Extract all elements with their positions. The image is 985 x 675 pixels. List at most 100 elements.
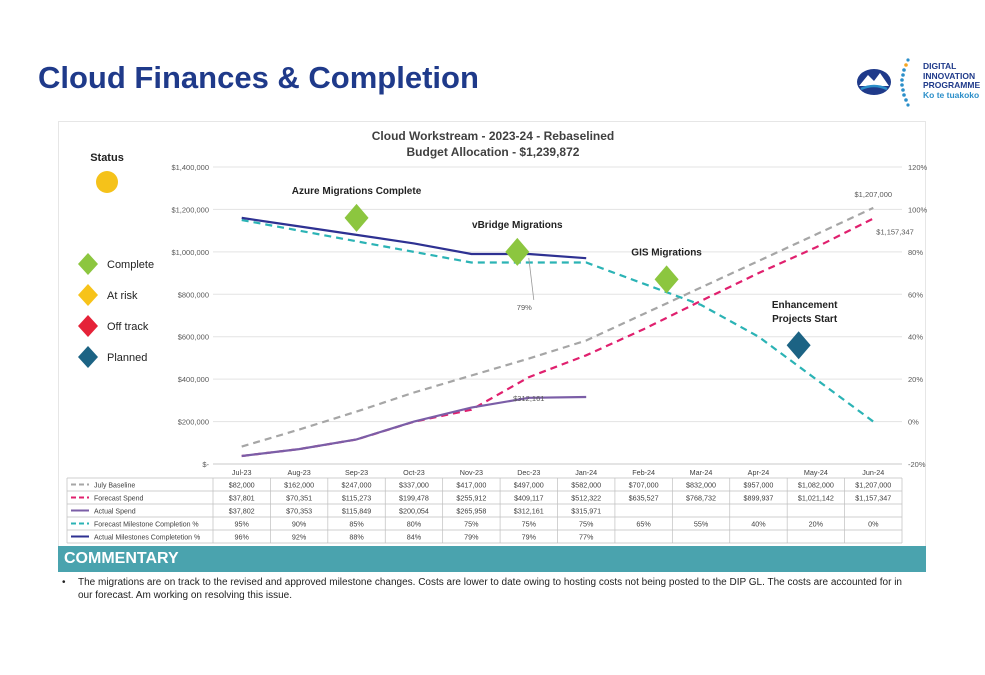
logo-text: DIGITAL INNOVATION PROGRAMME Ko te tuako…: [923, 61, 981, 100]
table-cell: $635,527: [629, 494, 659, 503]
x-tick-label: Oct-23: [403, 468, 425, 477]
table-cell: $37,801: [229, 494, 255, 503]
legend-planned-label: Planned: [107, 352, 147, 364]
table-cell: $768,732: [686, 494, 716, 503]
table-cell: 84%: [407, 533, 422, 542]
milestone-label: vBridge Migrations: [472, 220, 563, 231]
programme-logo: DIGITAL INNOVATION PROGRAMME Ko te tuako…: [856, 56, 984, 112]
y-left-tick-label: $1,000,000: [171, 248, 209, 257]
table-cell: $200,054: [399, 507, 429, 516]
y-right-tick-label: -20%: [908, 460, 926, 469]
table-cell: 75%: [464, 520, 479, 529]
chart-subtitle: Budget Allocation - $1,239,872: [407, 145, 580, 159]
table-row-header: Forecast Spend: [94, 496, 144, 503]
table-cell: $70,351: [286, 494, 312, 503]
legend-at-risk-diamond-icon: [78, 284, 98, 306]
commentary-body: The migrations are on track to the revis…: [78, 577, 902, 601]
y-right-tick-label: 100%: [908, 205, 927, 214]
y-right-tick-label: 0%: [908, 418, 919, 427]
milestone-label: Enhancement: [772, 300, 838, 311]
milestone-diamond-icon: [654, 265, 679, 294]
chart-milestones: Azure Migrations Complete vBridge Migrati…: [292, 186, 838, 360]
table-cell: $957,000: [743, 481, 773, 490]
table-cell: $115,849: [342, 507, 371, 516]
legend-planned-diamond-icon: [78, 346, 98, 368]
chart-axes: $- -20% $200,000 0% $400,000 20% $600,000 40% $8…: [171, 163, 927, 469]
table-row-header: Actual Milestones Completetion %: [94, 535, 200, 542]
data-label: $1,157,347: [876, 227, 914, 236]
table-cell: 20%: [809, 520, 824, 529]
table-cell: $707,000: [629, 481, 659, 490]
series-line-1: [241, 217, 874, 458]
table-cell: $409,117: [514, 494, 543, 503]
y-left-tick-label: $-: [202, 460, 209, 469]
milestone-label: Projects Start: [772, 314, 838, 325]
series-line-4: [241, 216, 587, 260]
x-tick-label: Jun-24: [862, 468, 884, 477]
table-cell: 95%: [235, 520, 250, 529]
chart-data-labels: $1,207,000 $1,157,347 $312,161 79%: [513, 190, 914, 403]
table-cell: $497,000: [514, 481, 544, 490]
chart-data-table: Jul-23 Aug-23 Sep-23 Oct-23 Nov-23 Dec-23 Jan-…: [66, 468, 903, 544]
table-cell: $1,207,000: [855, 481, 891, 490]
table-cell: $1,157,347: [855, 494, 891, 503]
table-cell: 79%: [522, 533, 537, 542]
table-cell: $265,958: [456, 507, 486, 516]
y-right-tick-label: 40%: [908, 333, 923, 342]
table-cell: $255,912: [456, 494, 486, 503]
table-cell: $115,273: [342, 494, 371, 503]
table-cell: $70,353: [286, 507, 312, 516]
x-tick-label: May-24: [804, 468, 828, 477]
data-label: 79%: [517, 303, 532, 312]
table-cell: 80%: [407, 520, 422, 529]
table-cell: $82,000: [229, 481, 255, 490]
x-tick-label: Nov-23: [460, 468, 483, 477]
workstream-chart: Cloud Workstream - 2023-24 - Rebaselined…: [66, 129, 928, 544]
table-cell: 96%: [235, 533, 250, 542]
table-cell: $37,802: [229, 507, 255, 516]
legend-off-track-diamond-icon: [78, 315, 98, 337]
y-left-tick-label: $800,000: [178, 290, 209, 299]
x-tick-label: Feb-24: [632, 468, 655, 477]
legend-off-track-label: Off track: [107, 321, 149, 333]
table-cell: 65%: [636, 520, 651, 529]
table-row-header: July Baseline: [94, 483, 135, 490]
table-cell: 75%: [579, 520, 594, 529]
table-cell: $1,082,000: [798, 481, 834, 490]
table-cell: 85%: [349, 520, 364, 529]
data-label: $312,161: [513, 394, 544, 403]
chart-series: [241, 206, 874, 458]
table-row-header: Forecast Milestone Completion %: [94, 522, 199, 529]
chart-panel: Cloud Workstream - 2023-24 - Rebaselined…: [58, 121, 928, 548]
table-cell: $417,000: [456, 481, 486, 490]
table-cell: $199,478: [399, 494, 429, 503]
table-cell: $899,937: [743, 494, 773, 503]
table-cell: 77%: [579, 533, 594, 542]
commentary-text: • The migrations are on track to the rev…: [62, 576, 907, 602]
table-cell: $247,000: [342, 481, 372, 490]
table-cell: 92%: [292, 533, 307, 542]
milestone-diamond-icon: [505, 237, 530, 266]
logo-mark-icon: [857, 58, 910, 107]
y-left-tick-label: $400,000: [178, 375, 209, 384]
commentary-title: COMMENTARY: [64, 550, 179, 567]
x-tick-label: Apr-24: [748, 468, 770, 477]
table-cell: $337,000: [399, 481, 429, 490]
commentary-header: COMMENTARY: [58, 546, 926, 572]
table-cell: 79%: [464, 533, 479, 542]
y-left-tick-label: $600,000: [178, 333, 209, 342]
milestone-diamond-icon: [344, 203, 369, 232]
table-cell: 75%: [522, 520, 537, 529]
legend-complete-diamond-icon: [78, 253, 98, 275]
milestone-label: GIS Migrations: [631, 247, 702, 258]
y-right-tick-label: 80%: [908, 248, 923, 257]
series-line-2: [241, 395, 587, 458]
table-cell: 88%: [349, 533, 364, 542]
table-cell: $1,021,142: [798, 494, 834, 503]
x-tick-label: Sep-23: [345, 468, 368, 477]
legend-at-risk-label: At risk: [107, 290, 138, 302]
table-cell: 40%: [751, 520, 766, 529]
x-tick-label: Mar-24: [690, 468, 713, 477]
status-legend: Complete At risk Off track Planned: [78, 253, 154, 368]
x-tick-label: Jul-23: [232, 468, 252, 477]
